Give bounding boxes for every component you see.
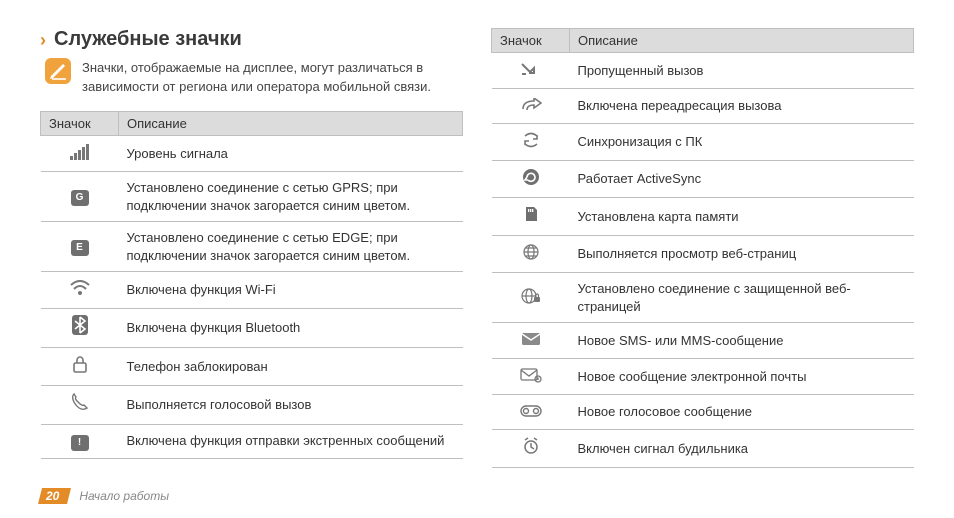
table-row: Телефон заблокирован [41,347,463,386]
icon-description: Включена функция Bluetooth [119,308,463,347]
table-row: Новое сообщение электронной почты [492,358,914,395]
sd-card-icon [492,198,570,236]
note-text: Значки, отображаемые на дисплее, могут р… [82,57,463,97]
call-icon [41,386,119,425]
table-row: EУстановлено соединение с сетью EDGE; пр… [41,222,463,272]
icons-table-right: Значок Описание Пропущенный вызовВключен… [491,28,914,468]
icon-description: Установлено соединение с защищенной веб-… [570,273,914,323]
icon-description: Включена функция Wi-Fi [119,272,463,309]
page-number-badge: 20 [38,488,71,504]
table-row: Включена переадресация вызова [492,88,914,124]
th-desc: Описание [119,111,463,135]
table-row: Установлена карта памяти [492,198,914,236]
call-forward-icon [492,88,570,124]
table-row: Новое голосовое сообщение [492,395,914,430]
table-row: Включена функция Wi-Fi [41,272,463,309]
right-column: Значок Описание Пропущенный вызовВключен… [491,28,914,468]
table-row: Пропущенный вызов [492,53,914,89]
page-footer: 20 Начало работы [40,488,169,504]
icon-description: Установлено соединение с сетью GPRS; при… [119,172,463,222]
left-column: › Служебные значки Значки, отображаемые … [40,28,463,468]
icon-description: Выполняется голосовой вызов [119,386,463,425]
footer-section-name: Начало работы [79,489,169,503]
table-row: GУстановлено соединение с сетью GPRS; пр… [41,172,463,222]
icon-description: Выполняется просмотр веб-страниц [570,235,914,273]
table-row: Выполняется просмотр веб-страниц [492,235,914,273]
table-row: Работает ActiveSync [492,160,914,198]
wifi-icon [41,272,119,309]
missed-call-icon [492,53,570,89]
email-icon [492,358,570,395]
icons-table-left: Значок Описание Уровень сигналаGУстановл… [40,111,463,459]
table-row: Включен сигнал будильника [492,430,914,468]
gprs-icon: G [41,172,119,222]
table-row: Уровень сигнала [41,135,463,172]
table-row: Выполняется голосовой вызов [41,386,463,425]
sms-icon [492,323,570,359]
alarm-icon [492,430,570,468]
section-heading: › Служебные значки [40,28,463,51]
icon-description: Включен сигнал будильника [570,430,914,468]
table-row: !Включена функция отправки экстренных со… [41,424,463,458]
bluetooth-icon [41,308,119,347]
icon-description: Уровень сигнала [119,135,463,172]
web-secure-icon [492,273,570,323]
icon-description: Новое SMS- или MMS-сообщение [570,323,914,359]
sos-icon: ! [41,424,119,458]
table-row: Включена функция Bluetooth [41,308,463,347]
voicemail-icon [492,395,570,430]
page: › Служебные значки Значки, отображаемые … [0,0,954,478]
icon-description: Новое сообщение электронной почты [570,358,914,395]
icon-description: Установлено соединение с сетью EDGE; при… [119,222,463,272]
th-icon: Значок [41,111,119,135]
icon-description: Работает ActiveSync [570,160,914,198]
th-desc: Описание [570,29,914,53]
table-row: Синхронизация с ПК [492,124,914,161]
icon-description: Синхронизация с ПК [570,124,914,161]
icon-description: Новое голосовое сообщение [570,395,914,430]
activesync-icon [492,160,570,198]
sync-pc-icon [492,124,570,161]
table-row: Установлено соединение с защищенной веб-… [492,273,914,323]
heading-title: Служебные значки [54,28,242,51]
note-pencil-icon [44,57,72,85]
icon-description: Пропущенный вызов [570,53,914,89]
icon-description: Установлена карта памяти [570,198,914,236]
edge-icon: E [41,222,119,272]
note-block: Значки, отображаемые на дисплее, могут р… [40,57,463,97]
icon-description: Включена переадресация вызова [570,88,914,124]
th-icon: Значок [492,29,570,53]
chevron-icon: › [40,31,46,49]
icon-description: Телефон заблокирован [119,347,463,386]
web-browse-icon [492,235,570,273]
signal-icon [41,135,119,172]
icon-description: Включена функция отправки экстренных соо… [119,424,463,458]
table-row: Новое SMS- или MMS-сообщение [492,323,914,359]
lock-icon [41,347,119,386]
